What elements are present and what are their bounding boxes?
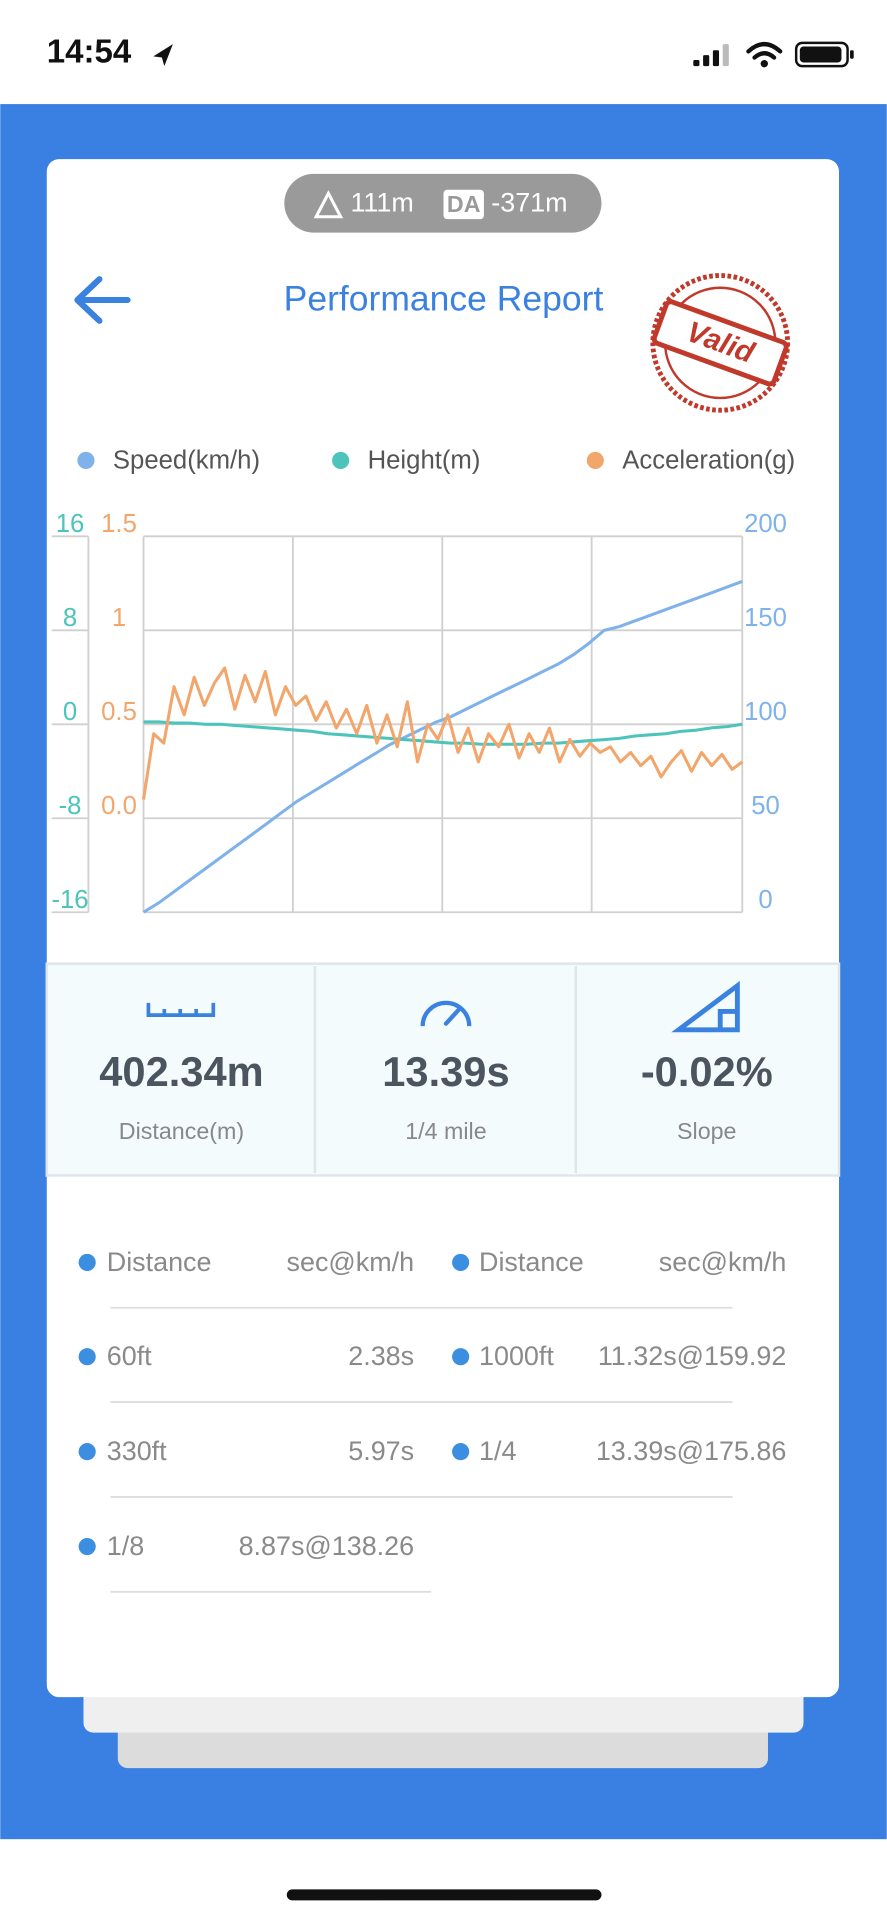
y2-tick-label: 0	[758, 886, 772, 914]
gauge-needle	[443, 1006, 462, 1026]
battery-level	[799, 46, 842, 63]
ruler-icon	[146, 1002, 216, 1017]
wifi-dot	[760, 60, 768, 68]
split-time: sec@km/h	[287, 1247, 415, 1277]
split-distance: Distance	[479, 1247, 584, 1277]
home-indicator	[286, 1889, 602, 1901]
altitude-pill	[284, 173, 602, 233]
legend-dot	[332, 451, 350, 469]
y2-tick-label: 200	[744, 510, 787, 538]
signal-icon	[693, 44, 729, 67]
summary-label: Slope	[677, 1118, 736, 1144]
summary-label: Distance(m)	[119, 1118, 244, 1144]
split-time: 5.97s	[348, 1436, 414, 1466]
split-distance: 1/8	[107, 1531, 144, 1561]
y-tick-label: 8	[63, 604, 77, 632]
bullet	[78, 1348, 96, 1366]
y2-tick-label: 50	[751, 792, 780, 820]
da-badge	[443, 189, 484, 220]
y-tick-label: 16	[56, 510, 85, 538]
split-time: 11.32s@159.92	[598, 1341, 787, 1371]
status-time: 14:54	[47, 34, 132, 71]
wifi-icon	[746, 41, 783, 60]
legend-label: Height(m)	[368, 446, 481, 474]
split-distance: Distance	[107, 1247, 212, 1277]
summary-band	[45, 962, 841, 1177]
series-line	[143, 720, 743, 746]
valid-stamp: Valid	[650, 273, 791, 413]
summary-value: 402.34m	[99, 1048, 263, 1095]
battery-icon	[794, 41, 849, 68]
legend-dot	[77, 451, 95, 469]
gauge-icon	[420, 1000, 472, 1027]
legend-label: Speed(km/h)	[113, 446, 260, 474]
y2-tick-label: 100	[744, 698, 787, 726]
y-tick-label: -8	[59, 792, 82, 820]
summary-value: -0.02%	[641, 1048, 773, 1095]
y-tick-label: -16	[51, 886, 88, 914]
series-line	[142, 579, 743, 914]
split-time: 2.38s	[348, 1341, 414, 1371]
split-time: 8.87s@138.26	[239, 1531, 415, 1561]
splits-table: Distance sec@km/h Distance sec@km/h 60ft 2.38…	[78, 1247, 787, 1593]
legend-label: Acceleration(g)	[622, 446, 795, 474]
bullet	[452, 1253, 470, 1272]
back-button[interactable]	[74, 276, 131, 324]
battery-tip	[850, 50, 854, 59]
split-distance: 330ft	[107, 1436, 167, 1466]
da-label: DA	[447, 191, 481, 217]
bullet	[78, 1443, 96, 1461]
elevation: 111m	[350, 188, 413, 218]
summary-value: 13.39s	[382, 1048, 509, 1095]
report-card	[46, 159, 840, 1698]
split-distance: 1000ft	[479, 1341, 554, 1371]
y3-tick-label: 0.5	[101, 698, 137, 726]
bullet	[78, 1537, 96, 1556]
bullet	[452, 1348, 470, 1366]
y3-tick-label: 1	[112, 604, 126, 632]
legend-dot	[586, 451, 604, 469]
series-line	[141, 666, 744, 800]
y3-tick-label: 1.5	[101, 510, 137, 538]
slope-icon	[671, 980, 740, 1033]
split-time: sec@km/h	[659, 1247, 787, 1277]
y2-tick-label: 150	[744, 604, 787, 632]
bullet	[78, 1253, 96, 1272]
density-altitude: -371m	[491, 188, 567, 218]
split-time: 13.39s@175.86	[596, 1436, 787, 1466]
summary: 402.34m Distance(m) 13.39s 1/4 mile -0.02% Sl…	[99, 1048, 772, 1144]
location-icon	[153, 44, 173, 67]
y3-tick-label: 0.0	[101, 792, 137, 820]
page-title: Performance Report	[284, 279, 604, 319]
summary-label: 1/4 mile	[405, 1118, 486, 1144]
mountain-icon	[313, 190, 344, 219]
split-distance: 60ft	[107, 1341, 152, 1371]
bullet	[452, 1443, 470, 1461]
y-tick-label: 0	[63, 698, 77, 726]
split-distance: 1/4	[479, 1436, 516, 1466]
